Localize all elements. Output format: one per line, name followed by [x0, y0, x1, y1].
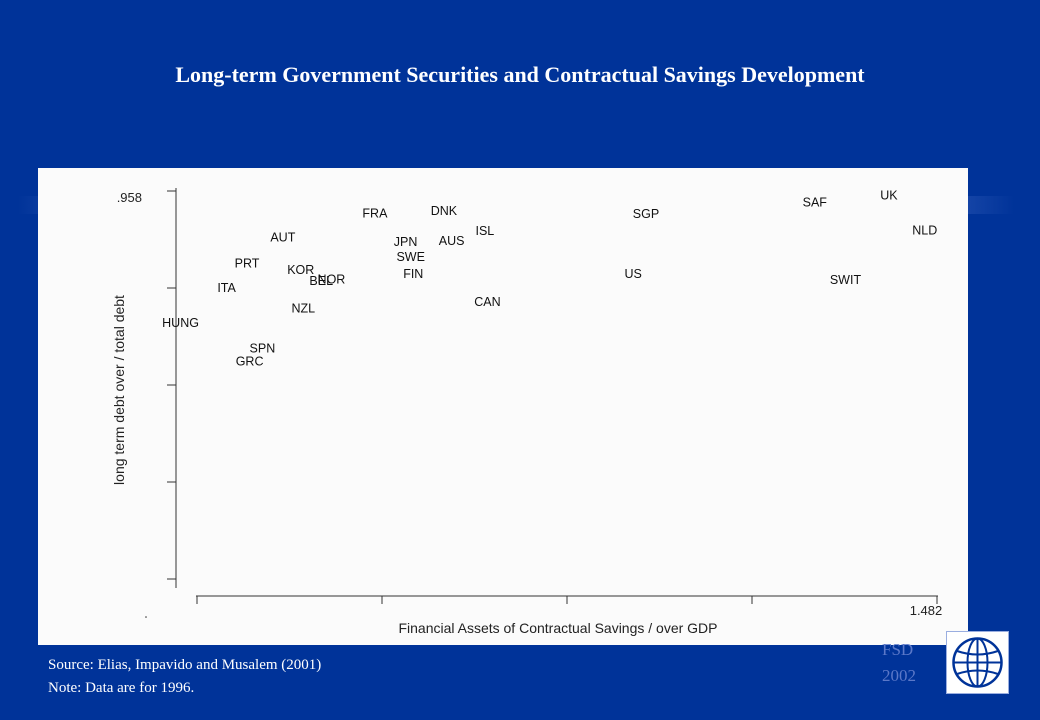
source-note: Source: Elias, Impavido and Musalem (200… — [48, 657, 322, 673]
point-label-fra: FRA — [362, 206, 388, 220]
slide-title: Long-term Government Securities and Cont… — [175, 62, 865, 87]
chart-marks: UK SAF FRA DNK SGP ISL NLD AUT JPN AUS SWE PRT KOR FI… — [162, 188, 937, 368]
world-bank-logo — [946, 631, 1009, 694]
point-label-hung: HUNG — [162, 316, 199, 330]
point-label-dnk: DNK — [431, 204, 458, 218]
point-label-prt: PRT — [235, 256, 260, 270]
point-label-nor: NOR — [318, 273, 346, 287]
point-label-fin: FIN — [403, 267, 423, 281]
point-label-sgp: SGP — [633, 207, 659, 221]
point-label-grc: GRC — [236, 355, 264, 369]
y-tick-label-max: .958 — [117, 190, 142, 205]
x-tick-label-max: 1.482 — [910, 603, 943, 618]
point-label-can: CAN — [474, 295, 500, 309]
data-note: Note: Data are for 1996. — [48, 680, 195, 696]
point-label-spn: SPN — [250, 342, 276, 356]
scatter-chart: UK SAF FRA DNK SGP ISL NLD AUT JPN AUS SWE PRT KOR FI… — [111, 188, 943, 636]
y-axis-label: long term debt over / total debt — [111, 295, 127, 485]
point-label-aut: AUT — [270, 230, 295, 244]
watermark-year: 2002 — [882, 666, 916, 685]
point-label-jpn: JPN — [394, 235, 418, 249]
point-label-swe: SWE — [396, 250, 424, 264]
point-label-us: US — [625, 267, 642, 281]
chart-panel: UK SAF FRA DNK SGP ISL NLD AUT JPN AUS SWE PRT KOR FI… — [38, 168, 968, 645]
origin-dot — [145, 616, 147, 618]
point-label-aus: AUS — [439, 234, 465, 248]
point-label-ita: ITA — [217, 281, 236, 295]
point-label-nzl: NZL — [291, 302, 315, 316]
x-axis-label: Financial Assets of Contractual Savings … — [398, 620, 717, 636]
chart-axes — [145, 188, 938, 618]
point-label-swit: SWIT — [830, 273, 862, 287]
watermark-fsd: FSD — [882, 640, 914, 659]
point-label-bel: BEL — [309, 274, 333, 288]
globe-icon — [952, 637, 1003, 688]
point-label-isl: ISL — [475, 224, 494, 238]
point-label-saf: SAF — [803, 196, 828, 210]
point-label-nld: NLD — [912, 224, 937, 238]
point-label-uk: UK — [880, 188, 898, 202]
point-label-kor: KOR — [287, 263, 314, 277]
